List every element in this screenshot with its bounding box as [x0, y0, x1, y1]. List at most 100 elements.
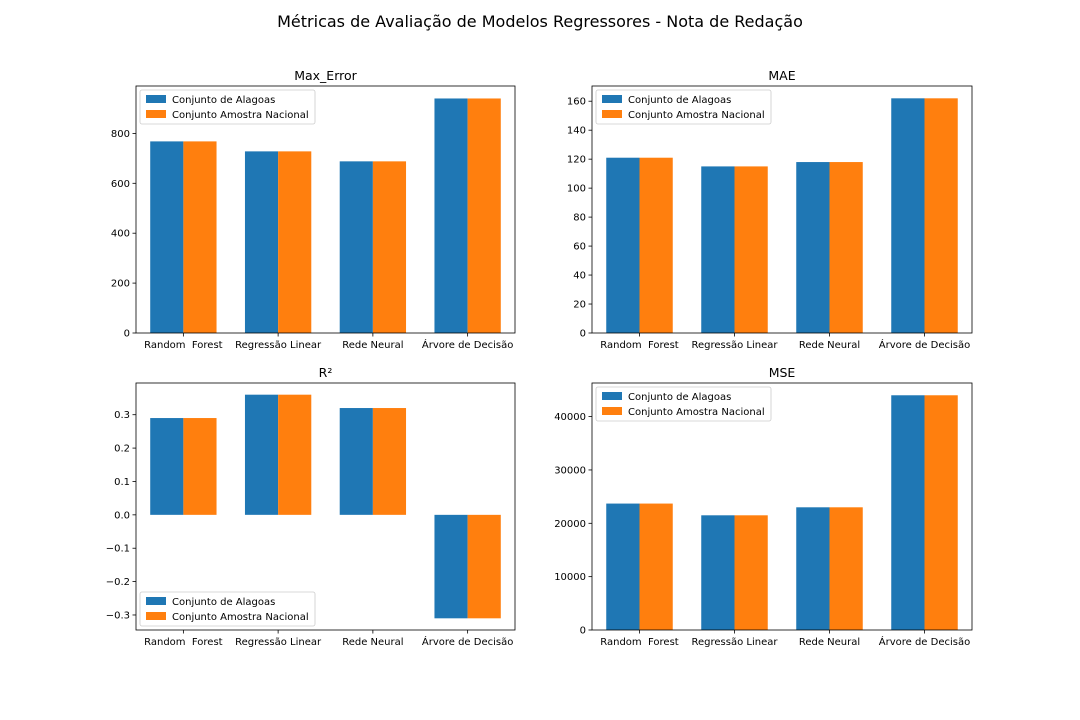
chart-panel-3: MSE 0 10000 20000 30000 40000 Random Forest Reg… [554, 365, 973, 648]
bar-conjunto-amostra-nacional [278, 151, 312, 333]
bar-conjunto-de-alagoas [701, 166, 735, 333]
y-tick-label: 0.1 [114, 477, 130, 488]
y-tick-label: 30000 [554, 465, 586, 476]
bar-conjunto-de-alagoas [796, 507, 830, 630]
legend-swatch [146, 95, 166, 103]
y-tick-label: −0.1 [106, 544, 130, 555]
x-tick-label: Random Forest [600, 637, 679, 648]
y-tick-label: 120 [567, 155, 586, 166]
y-tick-label: 40 [573, 271, 586, 282]
legend-swatch [146, 110, 166, 118]
legend-label: Conjunto Amostra Nacional [628, 110, 765, 121]
bar-conjunto-de-alagoas [150, 141, 184, 333]
x-tick-label: Regressão Linear [235, 637, 322, 648]
x-tick-label: Random Forest [144, 340, 223, 351]
bar-conjunto-de-alagoas [244, 394, 279, 515]
y-tick-label: 0.3 [114, 410, 130, 421]
bar-conjunto-amostra-nacional [372, 161, 407, 333]
chart-panel-2: R² −0.3 −0.2 −0.1 0.0 0.1 0.2 0.3 Random Forest R… [106, 365, 516, 648]
y-tick-label: 0 [580, 626, 586, 637]
bar-conjunto-de-alagoas [150, 418, 184, 515]
axes-frame [135, 382, 516, 631]
y-tick-label: 0.2 [114, 444, 130, 455]
legend-swatch [146, 597, 166, 605]
x-tick-label: Árvore de Decisão [879, 338, 970, 351]
bar-conjunto-de-alagoas [891, 98, 925, 333]
x-tick-label: Random Forest [144, 637, 223, 648]
bar-conjunto-de-alagoas [339, 161, 373, 333]
x-tick-label: Rede Neural [342, 340, 403, 351]
y-tick-label: −0.3 [106, 610, 130, 621]
bar-conjunto-de-alagoas [606, 503, 640, 630]
legend-label: Conjunto Amostra Nacional [172, 612, 309, 623]
x-tick-label: Random Forest [600, 340, 679, 351]
x-tick-label: Rede Neural [342, 637, 403, 648]
bar-conjunto-amostra-nacional [183, 418, 217, 515]
bar-conjunto-de-alagoas [606, 157, 640, 333]
bar-conjunto-de-alagoas [796, 162, 830, 333]
legend-box [595, 386, 772, 422]
x-tick-label: Árvore de Decisão [422, 338, 513, 351]
bar-conjunto-amostra-nacional [734, 515, 768, 630]
legend-box [139, 89, 316, 125]
y-tick-label: 0.0 [114, 510, 130, 521]
bar-conjunto-amostra-nacional [467, 514, 501, 619]
legend-swatch [146, 612, 166, 620]
bar-conjunto-amostra-nacional [639, 503, 673, 630]
y-tick-label: 140 [567, 126, 586, 137]
chart-title: MAE [768, 68, 795, 83]
bar-conjunto-de-alagoas [434, 98, 468, 333]
bar-conjunto-de-alagoas [434, 514, 468, 619]
y-tick-label: 20 [573, 300, 586, 311]
bar-conjunto-amostra-nacional [924, 98, 958, 333]
figure-title: Métricas de Avaliação de Modelos Regress… [277, 12, 803, 31]
bar-conjunto-amostra-nacional [734, 166, 768, 333]
legend: Conjunto de Alagoas Conjunto Amostra Naci… [139, 89, 316, 125]
legend-label: Conjunto Amostra Nacional [172, 110, 309, 121]
axes-frame [135, 85, 516, 334]
y-tick-label: 60 [573, 242, 586, 253]
y-tick-label: 40000 [554, 412, 586, 423]
chart-title: Max_Error [294, 68, 357, 83]
x-tick-label: Regressão Linear [235, 340, 322, 351]
bar-conjunto-amostra-nacional [278, 394, 312, 515]
chart-panel-1: MAE 0 20 40 60 80 100 120 140 160 Random Forest Reg… [567, 68, 973, 351]
legend-box [139, 591, 316, 627]
bar-conjunto-amostra-nacional [183, 141, 217, 333]
y-tick-label: 600 [111, 179, 130, 190]
x-tick-label: Regressão Linear [692, 637, 779, 648]
bar-conjunto-de-alagoas [339, 408, 373, 515]
bar-conjunto-de-alagoas [244, 151, 279, 333]
y-tick-label: 800 [111, 129, 130, 140]
x-tick-label: Rede Neural [799, 637, 860, 648]
axes-frame [591, 85, 973, 334]
x-tick-label: Árvore de Decisão [422, 635, 513, 648]
x-tick-label: Regressão Linear [692, 340, 779, 351]
legend-swatch [602, 392, 622, 400]
legend-label: Conjunto de Alagoas [628, 95, 731, 106]
x-tick-label: Árvore de Decisão [879, 635, 970, 648]
bar-conjunto-de-alagoas [701, 515, 735, 630]
legend-swatch [602, 110, 622, 118]
y-tick-label: 400 [111, 229, 130, 240]
bar-conjunto-de-alagoas [891, 395, 925, 630]
legend: Conjunto de Alagoas Conjunto Amostra Naci… [139, 591, 316, 627]
legend: Conjunto de Alagoas Conjunto Amostra Naci… [595, 89, 772, 125]
y-tick-label: 10000 [554, 572, 586, 583]
legend-box [595, 89, 772, 125]
y-tick-label: 160 [567, 97, 586, 108]
chart-panel-0: Max_Error 0 200 400 600 800 Random Forest Regre… [111, 68, 516, 351]
legend-swatch [602, 95, 622, 103]
y-tick-label: 200 [111, 279, 130, 290]
bar-conjunto-amostra-nacional [924, 395, 958, 630]
bar-conjunto-amostra-nacional [829, 507, 863, 630]
bar-conjunto-amostra-nacional [829, 162, 863, 333]
legend-label: Conjunto Amostra Nacional [628, 407, 765, 418]
y-tick-label: 0 [124, 329, 130, 340]
bar-conjunto-amostra-nacional [639, 157, 673, 333]
axes-frame [591, 382, 973, 631]
bar-conjunto-amostra-nacional [372, 408, 407, 515]
y-tick-label: 20000 [554, 519, 586, 530]
y-tick-label: −0.2 [106, 577, 130, 588]
